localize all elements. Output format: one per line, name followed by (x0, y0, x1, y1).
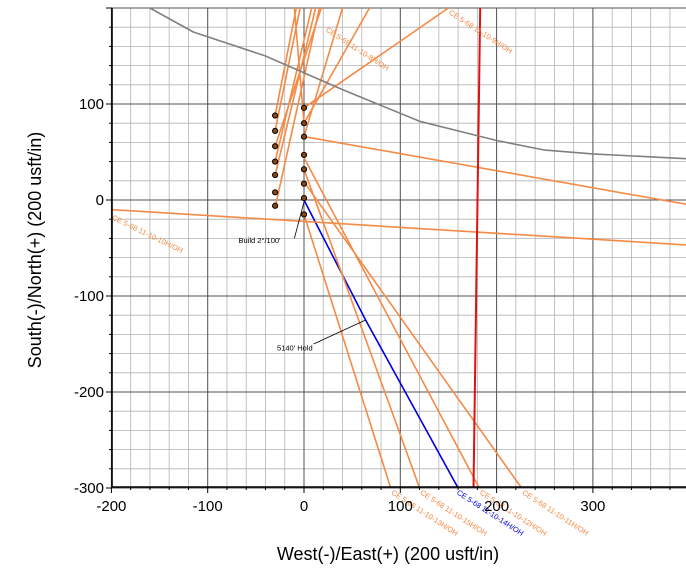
series-line-15 (303, 8, 371, 124)
y-tick-labels: -300 -200 -100 0 100 (74, 96, 104, 497)
series-line-7 (303, 181, 522, 487)
survey-marker-3 (272, 158, 279, 165)
survey-marker-4 (272, 171, 279, 179)
survey-marker-11 (300, 166, 308, 173)
survey-marker-14 (300, 211, 308, 218)
x-axis-title: West(-)/East(+) (200 usft/in) (277, 544, 499, 564)
survey-marker-13 (300, 194, 308, 202)
survey-marker-10 (300, 151, 308, 158)
survey-marker-9 (300, 133, 308, 140)
series-line-16 (303, 8, 344, 137)
series-line-14 (274, 8, 321, 208)
series-line-2 (303, 8, 449, 109)
series-line-10 (274, 8, 298, 116)
annotation-leader-1 (313, 319, 366, 345)
y-tick-label-2: -100 (74, 288, 104, 305)
survey-marker-6 (272, 202, 279, 209)
x-tick-label-1: -100 (193, 498, 223, 515)
y-tick-label-1: -200 (74, 384, 104, 401)
survey-marker-7 (300, 104, 308, 111)
axes-layer (106, 7, 686, 493)
survey-marker-5 (272, 189, 279, 196)
series-line-4 (303, 214, 392, 487)
annotation-label-1: 5140' Hold (277, 344, 313, 353)
y-tick-label-3: 0 (96, 192, 104, 209)
marker-layer (272, 104, 308, 218)
series-line-13 (274, 8, 317, 176)
series-line-8 (303, 135, 686, 206)
series-line-17 (472, 8, 482, 487)
x-tick-label-5: 300 (580, 498, 605, 515)
series-layer (112, 8, 686, 487)
series-line-6 (303, 157, 480, 487)
x-tick-label-3: 100 (388, 498, 413, 515)
x-tick-label-4: 200 (484, 498, 509, 515)
y-tick-label-4: 100 (79, 96, 104, 113)
y-tick-label-0: -300 (74, 480, 104, 497)
series-line-1 (112, 208, 686, 246)
series-line-12 (274, 8, 313, 162)
survey-marker-1 (272, 127, 279, 134)
survey-marker-2 (272, 143, 279, 150)
annotation-leader-0 (293, 201, 305, 239)
series-line-11 (274, 8, 301, 132)
x-tick-label-2: 0 (300, 498, 308, 515)
survey-marker-12 (300, 180, 308, 187)
survey-marker-8 (300, 120, 308, 127)
series-line-5 (303, 169, 421, 487)
series-line-18 (149, 8, 686, 160)
x-tick-labels: -200 -100 0 100 200 300 (96, 498, 605, 515)
y-axis-title: South(-)/North(+) (200 usft/in) (25, 132, 45, 369)
x-tick-label-0: -200 (96, 498, 126, 515)
annotation-label-0: Build 2°/100' (239, 236, 282, 245)
survey-marker-0 (272, 112, 279, 119)
